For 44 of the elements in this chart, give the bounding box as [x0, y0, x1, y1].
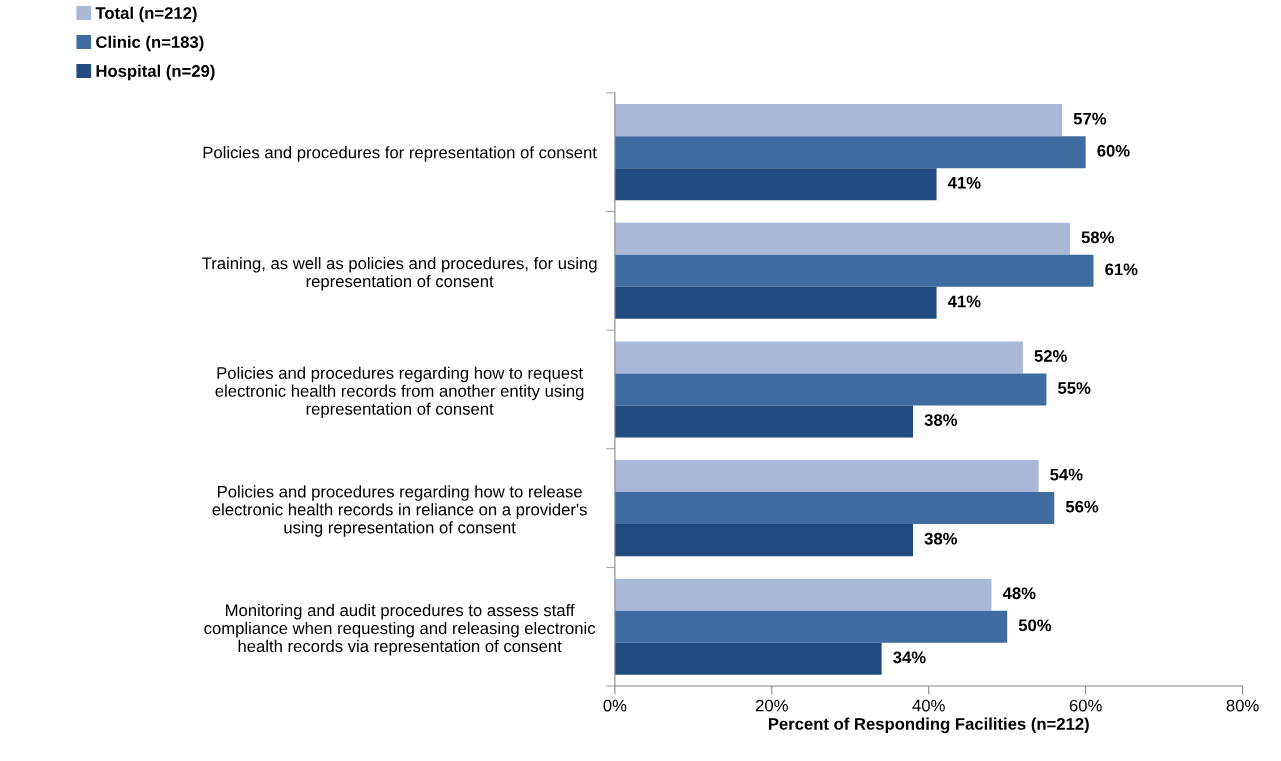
legend-label: Total (n=212): [95, 6, 197, 23]
bar: [614, 524, 914, 557]
bar: [614, 286, 937, 319]
y-tick-label: Monitoring and audit procedures to assess staff compliance when requesting and releasing electronic health records via representation of consent: [204, 603, 596, 656]
data-label: 38%: [924, 414, 958, 426]
data-label: 55%: [1058, 382, 1091, 394]
bar: [614, 578, 992, 611]
bar: [614, 492, 1055, 525]
bar: [614, 168, 937, 201]
legend-label: Clinic (n=183): [96, 35, 204, 52]
bar: [614, 254, 1094, 287]
data-label: 58%: [1081, 231, 1114, 244]
data-label: 50%: [1018, 619, 1052, 632]
data-label: 56%: [1065, 500, 1099, 513]
bar: [614, 373, 1047, 406]
bar: [614, 642, 882, 675]
data-label: 54%: [1050, 468, 1083, 481]
x-tick-label: 80%: [1226, 699, 1259, 712]
x-axis-title: Percent of Responding Facilities (n=212): [768, 717, 1089, 734]
data-label: 48%: [1002, 587, 1036, 600]
x-tick-label: 40%: [912, 699, 945, 712]
data-label: 41%: [947, 176, 981, 189]
x-tick-label: 60%: [1069, 699, 1102, 712]
data-label: 61%: [1105, 263, 1138, 276]
data-label: 60%: [1097, 144, 1130, 157]
y-tick-label: Training, as well as policies and procedures, for using representation of consent: [202, 256, 597, 291]
x-tick-label: 0%: [603, 699, 627, 712]
data-label: 41%: [947, 295, 981, 308]
data-label: 38%: [924, 532, 958, 545]
bar: [614, 136, 1086, 169]
bar: [614, 104, 1063, 137]
legend-label: Hospital (n=29): [96, 64, 215, 81]
y-tick-label: Policies and procedures for representation of consent: [203, 146, 597, 162]
bar: [614, 610, 1008, 643]
bar: [614, 341, 1023, 374]
bar: [614, 405, 914, 438]
data-label: 57%: [1073, 112, 1107, 125]
bar: [614, 222, 1070, 255]
y-tick-label: Policies and procedures regarding how to request electronic health records from another entity using representation of consent: [215, 366, 584, 419]
data-label: 52%: [1034, 350, 1067, 362]
bar: [614, 460, 1039, 493]
x-tick-label: 20%: [755, 699, 788, 712]
data-label: 34%: [893, 651, 926, 664]
y-tick-label: Policies and procedures regarding how to release electronic health records in reliance on a provider's using representation of consent: [212, 485, 587, 537]
